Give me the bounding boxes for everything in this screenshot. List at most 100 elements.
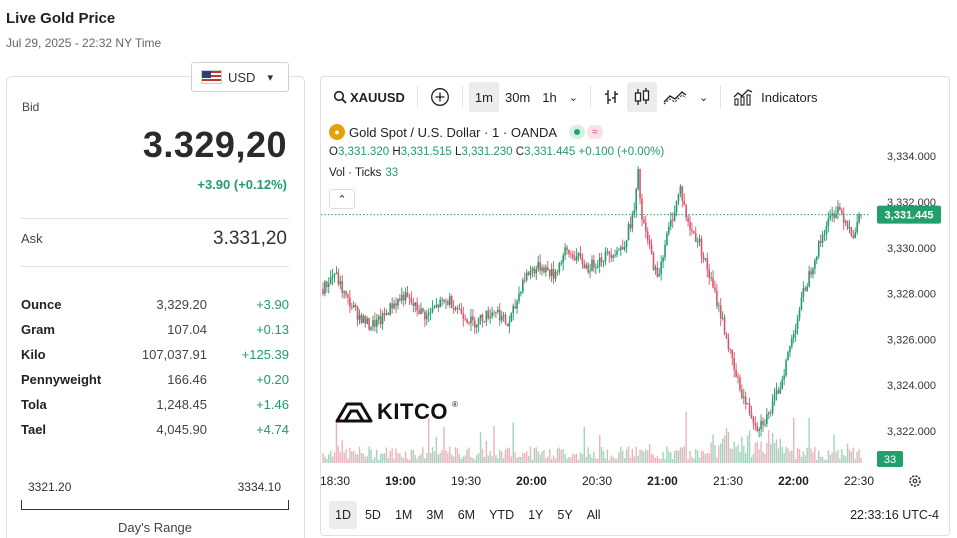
candle-body [746, 403, 749, 405]
volume-bar [331, 456, 334, 463]
candle-body [527, 272, 530, 275]
candle-body [625, 240, 628, 248]
volume-bar [347, 458, 349, 463]
candles-style-button[interactable] [626, 82, 657, 112]
candle-body [839, 206, 841, 211]
range-1m[interactable]: 1M [394, 508, 413, 522]
volume-bar [679, 447, 682, 463]
candle-body [339, 281, 342, 285]
volume-bar [595, 458, 597, 463]
candle-body [716, 290, 718, 307]
candle-body [443, 299, 445, 302]
volume-bar [737, 444, 739, 463]
candle-body [623, 247, 626, 250]
volume-bar [581, 453, 584, 463]
volume-bar [666, 446, 668, 463]
candle-body [673, 211, 676, 221]
settings-gear-center-icon [912, 478, 918, 484]
volume-bar [549, 449, 551, 463]
volume-bar [614, 458, 616, 463]
candle-body [441, 299, 443, 301]
registered-mark: ® [451, 399, 458, 409]
candle-body [543, 267, 545, 273]
volume-bar [520, 456, 522, 463]
chevron-down-icon: ⌄ [568, 91, 578, 104]
quote-panel [6, 76, 305, 538]
volume-bar [846, 443, 849, 463]
candle-body [462, 313, 465, 319]
bar-style-button[interactable] [597, 82, 627, 112]
candle-body [393, 303, 395, 309]
volume-bar [433, 451, 436, 463]
x-tick-label: 19:30 [451, 474, 481, 488]
volume-bar [416, 458, 418, 463]
candle-body [769, 412, 772, 414]
volume-bar [456, 448, 459, 463]
candle-body [704, 258, 707, 260]
volume-bar [472, 458, 474, 463]
candle-body [424, 311, 426, 320]
volume-bar [768, 430, 770, 463]
candle-body [691, 229, 693, 232]
candle-body [854, 232, 857, 239]
range-1d[interactable]: 1D [329, 501, 357, 529]
symbol-search[interactable]: XAUUSD [327, 82, 411, 112]
candle-body [358, 314, 361, 320]
volume-bar [727, 431, 730, 463]
interval-menu-button[interactable]: ⌄ [563, 82, 584, 112]
chart-type-menu-button[interactable]: ⌄ [693, 82, 714, 112]
chart-clock: 22:33:16 UTC-4 [850, 508, 939, 522]
range-all[interactable]: All [586, 508, 601, 522]
kitco-mark-icon [335, 402, 373, 423]
indicators-button[interactable]: Indicators [727, 82, 823, 112]
candle-body [529, 270, 532, 275]
candle-body [591, 259, 593, 272]
volume-bar [643, 452, 645, 463]
candle-body [374, 320, 376, 327]
legend-badges: ≈ [569, 125, 604, 139]
range-5y[interactable]: 5Y [557, 508, 573, 522]
interval-30m[interactable]: 30m [504, 89, 531, 105]
volume-bar [716, 457, 718, 463]
range-ytd[interactable]: YTD [489, 508, 515, 522]
candle-body [669, 219, 672, 227]
candle-body [816, 256, 818, 261]
volume-bar [758, 449, 760, 463]
volume-bar [414, 454, 416, 463]
volume-bar [670, 452, 672, 463]
settings-gear-icon[interactable] [909, 475, 921, 487]
candle-body [683, 200, 686, 206]
range-5d[interactable]: 5D [364, 508, 381, 522]
volume-bar [358, 446, 361, 463]
unit-change: +3.90 [256, 297, 289, 312]
range-6m[interactable]: 6M [457, 508, 476, 522]
candle-body [487, 310, 490, 319]
candle-body [429, 312, 432, 313]
volume-bar [829, 454, 831, 463]
candle-body [662, 257, 664, 262]
currency-select[interactable]: USD ▾ [191, 62, 289, 92]
volume-bar [700, 450, 703, 463]
candle-body [635, 189, 637, 211]
range-1y[interactable]: 1Y [528, 508, 544, 522]
candle-body [658, 274, 661, 277]
range-3m[interactable]: 3M [426, 508, 444, 522]
price-chart[interactable]: 3,334.0003,332.0003,330.0003,328.0003,32… [321, 77, 950, 497]
candle-body [385, 313, 388, 316]
volume-bar [622, 450, 624, 463]
candle-body [666, 233, 668, 245]
volume-bar [583, 426, 586, 463]
candle-body [500, 316, 503, 321]
volume-bar [435, 436, 438, 463]
volume-bar [366, 456, 368, 463]
search-icon [333, 90, 347, 104]
x-tick-label: 20:30 [582, 474, 612, 488]
collapse-legend-button[interactable]: ⌃ [329, 189, 355, 209]
area-style-button[interactable] [657, 82, 693, 112]
volume-bar [812, 452, 814, 463]
candle-body [577, 253, 580, 256]
compare-button[interactable] [424, 82, 456, 112]
interval-1m[interactable]: 1m [468, 82, 499, 112]
interval-1h[interactable]: 1h [542, 89, 557, 105]
candle-body [483, 321, 486, 323]
